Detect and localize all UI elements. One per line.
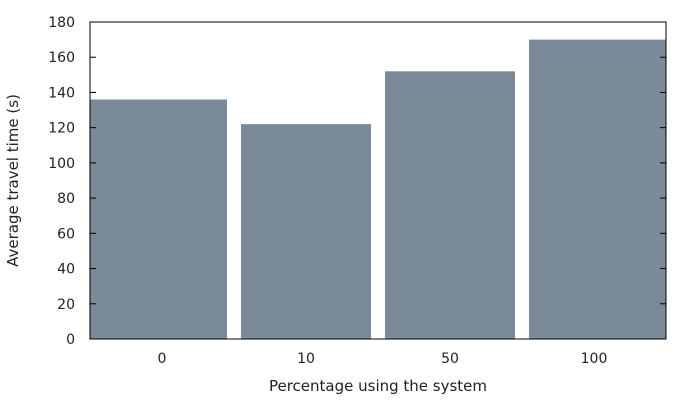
y-tick-label: 60 (57, 226, 75, 242)
bars-group (90, 39, 666, 340)
bar-50 (385, 71, 515, 340)
bar-100 (529, 39, 666, 339)
y-axis-label: Average travel time (s) (4, 94, 22, 267)
y-axis-ticks: 0 20 40 60 80 100 120 140 160 180 (48, 15, 666, 348)
x-tick-label: 0 (158, 351, 167, 367)
y-tick-label: 80 (57, 191, 75, 207)
y-tick-label: 20 (57, 297, 75, 313)
bar-0 (90, 99, 227, 339)
x-axis-label: Percentage using the system (269, 377, 487, 395)
y-tick-label: 140 (48, 85, 75, 101)
y-tick-label: 180 (48, 15, 75, 31)
plot-frame (89, 21, 667, 340)
x-tick-label: 50 (441, 351, 459, 367)
y-tick-label: 120 (48, 121, 75, 137)
x-tick-label: 100 (581, 351, 608, 367)
y-tick-label: 0 (66, 332, 75, 348)
y-tick-label: 160 (48, 50, 75, 66)
y-tick-label: 100 (48, 156, 75, 172)
x-axis-ticks: 0 10 50 100 (158, 351, 608, 367)
x-tick-label: 10 (297, 351, 315, 367)
y-tick-label: 40 (57, 262, 75, 278)
bar-10 (241, 124, 371, 340)
